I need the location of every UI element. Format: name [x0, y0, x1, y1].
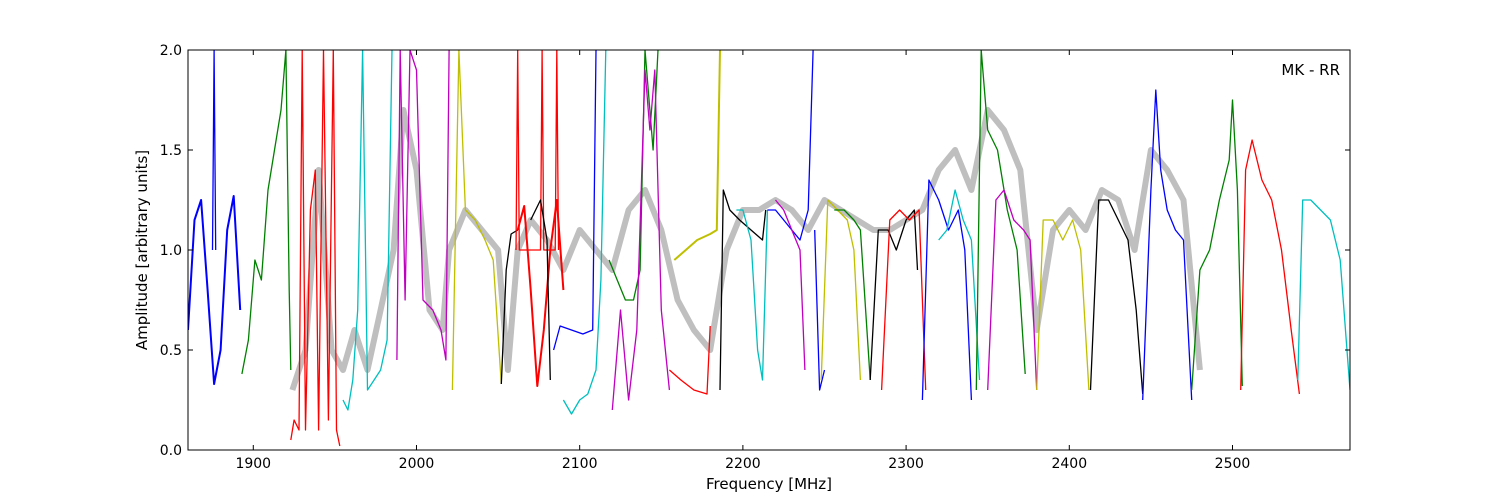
series-line-32: [1089, 199, 1144, 395]
series-line-17: [673, 50, 721, 261]
x-tick-label: 2400: [1051, 456, 1087, 472]
series-line-33: [1142, 89, 1193, 401]
series-line-3: [241, 50, 292, 375]
series-line-21: [774, 199, 806, 371]
series-line-16: [668, 325, 711, 395]
x-tick-label: 1900: [235, 456, 271, 472]
series-line-15: [611, 69, 671, 411]
series-line-10: [515, 50, 560, 251]
series-line-2: [211, 50, 217, 251]
y-tick-label: 0.5: [160, 343, 182, 359]
y-tick-label: 1.5: [160, 143, 182, 159]
series-line-31: [1036, 219, 1090, 391]
series-line-23: [820, 199, 862, 381]
series-line-8: [500, 229, 519, 385]
series-line-18: [719, 189, 767, 391]
plot-background: [188, 50, 1350, 450]
chart-annotation: MK - RR: [1281, 61, 1340, 79]
y-tick-label: 2.0: [160, 43, 182, 59]
series-line-0: [289, 107, 1203, 391]
x-axis-label: Frequency [MHz]: [706, 475, 832, 493]
x-tick-label: 2100: [562, 456, 598, 472]
series-line-13: [562, 50, 607, 415]
series-line-24: [834, 209, 871, 381]
series-line-29: [975, 50, 1026, 391]
series-line-14: [608, 50, 659, 301]
series-line-4: [290, 50, 341, 447]
ticks-layer: 1900 2000 2100 2200 2300 2400 2500 0.0 0.5 1.0 1.5…: [160, 43, 1350, 472]
x-tick-label: 2500: [1215, 456, 1251, 472]
series-line-1: [188, 195, 242, 385]
series-line-28: [938, 189, 981, 381]
series-line-7: [451, 50, 502, 391]
series-line-19: [736, 209, 769, 381]
series-line-36: [1297, 199, 1350, 391]
series-line-6: [396, 50, 450, 361]
y-tick-label: 1.0: [160, 243, 182, 259]
series-line-30: [987, 189, 1038, 391]
series-line-34: [1191, 99, 1243, 391]
series-line-25: [869, 209, 919, 381]
series-line-26: [880, 209, 927, 391]
series-line-22: [814, 229, 826, 391]
x-tick-label: 2300: [888, 456, 924, 472]
x-tick-label: 2000: [399, 456, 435, 472]
series-line-27: [921, 179, 973, 401]
series-line-11: [530, 199, 551, 381]
series-layer: [188, 50, 1350, 447]
y-axis-label: Amplitude [arbitrary units]: [133, 150, 151, 350]
series-line-35: [1240, 139, 1301, 395]
series-line-12: [552, 50, 597, 351]
y-tick-label: 0.0: [160, 443, 182, 459]
x-tick-label: 2200: [725, 456, 761, 472]
series-line-5: [342, 50, 393, 411]
